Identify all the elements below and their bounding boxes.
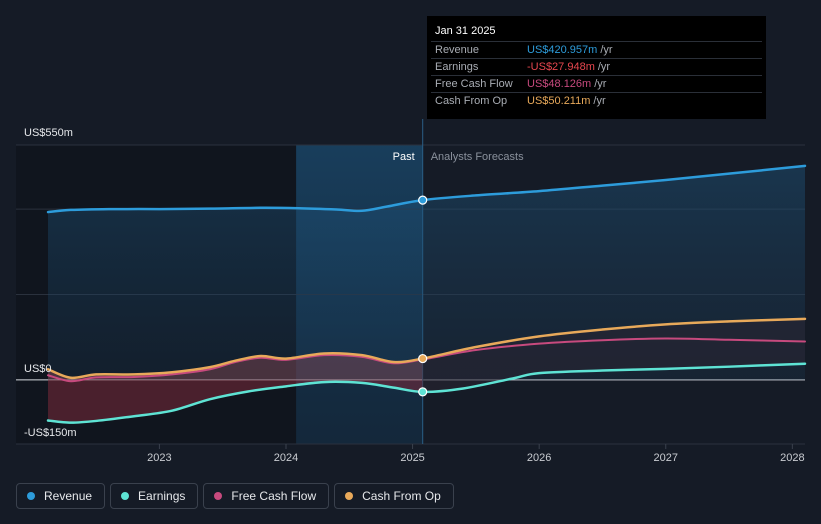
free-cash-flow-line — [47, 337, 806, 383]
legend-item-earnings[interactable]: Earnings — [110, 483, 199, 509]
legend-label: Earnings — [138, 489, 186, 503]
legend-label: Revenue — [44, 489, 93, 503]
x-tick-label: 2025 — [400, 452, 424, 464]
tooltip-unit: /yr — [597, 61, 611, 73]
cash-from-op-marker — [418, 353, 428, 364]
tooltip-value-text: US$420.957m — [527, 44, 598, 56]
legend-item-revenue[interactable]: Revenue — [16, 483, 106, 509]
legend-dot-icon — [214, 492, 223, 500]
tooltip-row-revenue: Revenue US$420.957m/yr — [431, 41, 762, 59]
legend-item-cash-from-op[interactable]: Cash From Op — [334, 483, 454, 509]
tooltip-row-free-cash-flow: Free Cash Flow US$48.126m/yr — [431, 75, 762, 93]
revenue-line — [46, 164, 807, 214]
tooltip-label: Cash From Op — [435, 95, 508, 107]
tooltip-unit: /yr — [593, 95, 606, 107]
x-tick-label: 2024 — [274, 452, 298, 464]
cash-from-op-area — [48, 353, 423, 380]
tooltip-row-cash-from-op: Cash From Op US$50.211m/yr — [431, 92, 762, 110]
tooltip-unit: /yr — [600, 44, 613, 56]
legend-dot-icon — [121, 492, 130, 500]
tooltip-unit: /yr — [594, 78, 607, 90]
earnings-line — [46, 362, 807, 424]
revenue-marker — [418, 195, 428, 205]
forecast-label: Analysts Forecasts — [431, 151, 524, 163]
tooltip: Jan 31 2025 Revenue US$420.957m/yr Earni… — [427, 16, 766, 119]
tooltip-value-text: -US$27.948m — [527, 61, 595, 73]
forecast-band — [422, 318, 805, 392]
y-axis-label: US$0 — [24, 363, 52, 375]
earnings-area — [48, 379, 423, 423]
tooltip-label: Revenue — [435, 44, 480, 56]
tooltip-label: Free Cash Flow — [435, 78, 513, 90]
legend-item-free-cash-flow[interactable]: Free Cash Flow — [203, 483, 330, 509]
revenue-area — [48, 165, 805, 380]
tooltip-value-text: US$50.211m — [527, 95, 591, 107]
tooltip-value: US$420.957m/yr — [527, 44, 613, 56]
tooltip-value: -US$27.948m/yr — [527, 61, 610, 73]
legend: Revenue Earnings Free Cash Flow Cash Fro… — [16, 483, 454, 511]
tooltip-value: US$48.126m/yr — [527, 78, 606, 90]
y-axis-label: -US$150m — [24, 427, 77, 439]
past-label: Past — [393, 151, 415, 163]
x-tick-label: 2023 — [147, 452, 171, 464]
legend-dot-icon — [27, 492, 35, 500]
x-tick-label: 2026 — [527, 452, 551, 464]
legend-label: Free Cash Flow — [231, 489, 317, 503]
cash-from-op-line — [46, 317, 807, 380]
tooltip-date: Jan 31 2025 — [435, 25, 496, 37]
y-axis-label: US$550m — [24, 127, 73, 139]
tooltip-value-text: US$48.126m — [527, 78, 592, 90]
x-tick-label: 2028 — [780, 452, 804, 464]
legend-label: Cash From Op — [362, 489, 441, 503]
x-tick-label: 2027 — [654, 452, 678, 464]
earnings-marker — [418, 387, 428, 397]
legend-dot-icon — [345, 492, 354, 500]
tooltip-label: Earnings — [435, 61, 479, 73]
tooltip-value: US$50.211m/yr — [527, 95, 606, 107]
tooltip-row-earnings: Earnings -US$27.948m/yr — [431, 58, 762, 76]
